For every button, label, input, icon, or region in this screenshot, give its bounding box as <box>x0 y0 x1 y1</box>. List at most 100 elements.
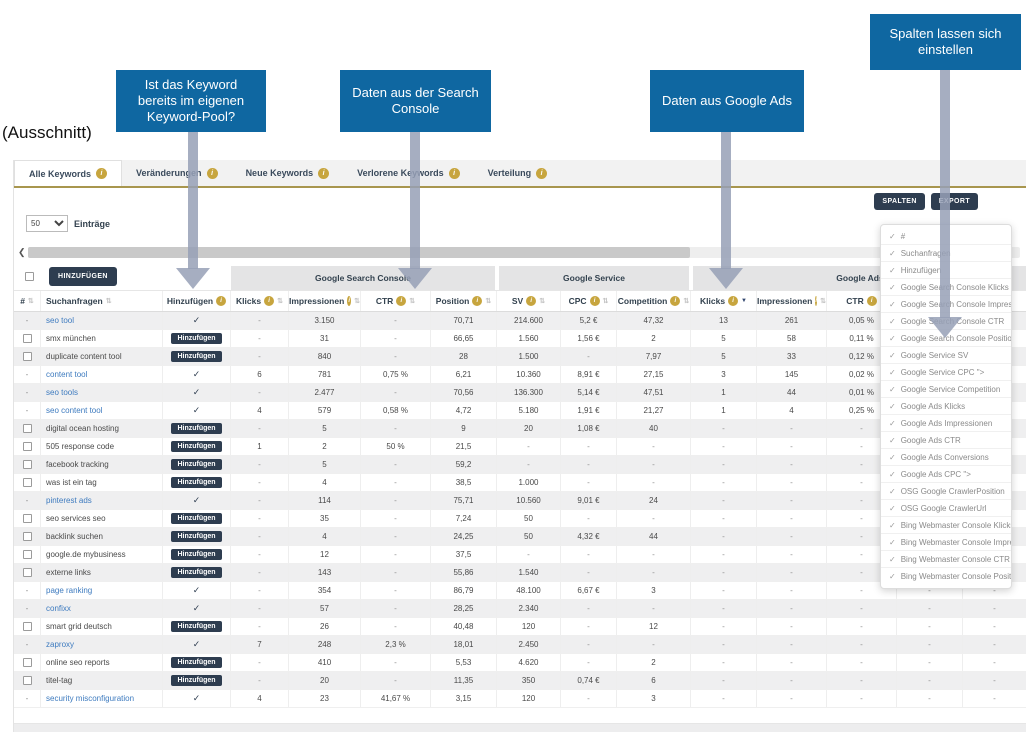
sort-icon[interactable]: ⇅ <box>354 298 360 305</box>
row-checkbox[interactable] <box>22 532 32 541</box>
dropdown-item-google-service-sv[interactable]: ✓ Google Service SV <box>881 347 1011 364</box>
sort-desc-icon[interactable]: ▼ <box>741 298 747 304</box>
row-checkbox[interactable] <box>22 622 32 631</box>
row-checkbox[interactable] <box>22 550 32 559</box>
row-checkbox[interactable] <box>22 334 32 343</box>
column-header-cpc[interactable]: CPC i ⇅ <box>561 291 617 311</box>
row-select-cell[interactable] <box>14 546 41 563</box>
row-checkbox[interactable] <box>22 658 32 667</box>
spalten-button[interactable]: SPALTEN <box>874 193 925 210</box>
column-header-impressionen[interactable]: Impressionen i ⇅ <box>757 291 827 311</box>
row-checkbox[interactable] <box>22 514 32 523</box>
row-select-cell[interactable] <box>14 672 41 689</box>
row-select-cell[interactable] <box>14 420 41 437</box>
dropdown-item-google-ads-cpc-[interactable]: ✓ Google Ads CPC "> <box>881 466 1011 483</box>
entries-per-page-select[interactable]: 50 <box>26 215 68 232</box>
column-header-suchanfragen[interactable]: Suchanfragen ⇅ <box>41 291 163 311</box>
sort-icon[interactable]: ⇅ <box>277 298 283 305</box>
tab-veränderungen[interactable]: Veränderungen i <box>122 160 232 186</box>
row-select-cell[interactable] <box>14 510 41 527</box>
select-all-checkbox[interactable] <box>25 272 34 281</box>
scrollbar-thumb[interactable] <box>28 247 690 258</box>
row-checkbox[interactable] <box>22 352 32 361</box>
hinzufuegen-row-button[interactable]: Hinzufügen <box>171 423 222 434</box>
sort-icon[interactable]: ⇅ <box>485 298 492 305</box>
tab-neue-keywords[interactable]: Neue Keywords i <box>232 160 344 186</box>
hinzufuegen-row-button[interactable]: Hinzufügen <box>171 513 222 524</box>
hinzufuegen-row-button[interactable]: Hinzufügen <box>171 477 222 488</box>
tab-verlorene-keywords[interactable]: Verlorene Keywords i <box>343 160 474 186</box>
hinzufuegen-row-button[interactable]: Hinzufügen <box>171 531 222 542</box>
row-checkbox[interactable] <box>22 568 32 577</box>
column-header-sv[interactable]: SV i ⇅ <box>497 291 561 311</box>
keyword-link[interactable]: seo content tool <box>46 406 103 415</box>
export-button[interactable]: EXPORT <box>930 193 978 210</box>
keyword-link[interactable]: pinterest ads <box>46 496 92 505</box>
dropdown-item-google-search-console-position[interactable]: ✓ Google Search Console Position <box>881 330 1011 347</box>
row-select-cell[interactable] <box>14 456 41 473</box>
keyword-link[interactable]: page ranking <box>46 586 93 595</box>
row-select-cell[interactable] <box>14 618 41 635</box>
cell-value: 5.180 <box>518 406 539 415</box>
dropdown-item-bing-webmaster-console-ctr[interactable]: ✓ Bing Webmaster Console CTR <box>881 551 1011 568</box>
hinzufuegen-bulk-button[interactable]: HINZUFÜGEN <box>49 267 117 286</box>
column-header-#[interactable]: # ⇅ <box>14 291 41 311</box>
row-select-cell[interactable] <box>14 528 41 545</box>
tab-alle-keywords[interactable]: Alle Keywords i <box>14 160 123 186</box>
sort-icon[interactable]: ⇅ <box>409 298 416 305</box>
hinzufuegen-row-button[interactable]: Hinzufügen <box>171 441 222 452</box>
hinzufuegen-row-button[interactable]: Hinzufügen <box>171 549 222 560</box>
tab-verteilung[interactable]: Verteilung i <box>474 160 562 186</box>
dropdown-item-bing-webmaster-console-klicks[interactable]: ✓ Bing Webmaster Console Klicks <box>881 517 1011 534</box>
column-header-position[interactable]: Position i ⇅ <box>431 291 497 311</box>
row-checkbox[interactable] <box>22 442 32 451</box>
column-header-klicks[interactable]: Klicks i ⇅ <box>231 291 289 311</box>
hinzufuegen-row-button[interactable]: Hinzufügen <box>171 333 222 344</box>
hinzufuegen-row-button[interactable]: Hinzufügen <box>171 675 222 686</box>
dropdown-item-bing-webmaster-console-impressionen[interactable]: ✓ Bing Webmaster Console Impressionen <box>881 534 1011 551</box>
row-checkbox[interactable] <box>22 460 32 469</box>
keyword-link[interactable]: zaproxy <box>46 640 75 649</box>
row-select-cell[interactable] <box>14 654 41 671</box>
column-header-ctr[interactable]: CTR i ⇅ <box>361 291 431 311</box>
horizontal-scrollbar[interactable]: ❮ <box>18 246 1020 259</box>
dropdown-item-google-ads-conversions[interactable]: ✓ Google Ads Conversions <box>881 449 1011 466</box>
dropdown-item-bing-webmaster-console-position[interactable]: ✓ Bing Webmaster Console Position <box>881 568 1011 585</box>
keyword-link[interactable]: content tool <box>46 370 88 379</box>
dropdown-item-google-ads-ctr[interactable]: ✓ Google Ads CTR <box>881 432 1011 449</box>
hinzufuegen-row-button[interactable]: Hinzufügen <box>171 351 222 362</box>
row-select-cell[interactable] <box>14 330 41 347</box>
row-select-cell[interactable] <box>14 438 41 455</box>
column-header-impressionen[interactable]: Impressionen i ⇅ <box>289 291 361 311</box>
sort-icon[interactable]: ⇅ <box>602 298 609 305</box>
sort-icon[interactable]: ⇅ <box>820 298 826 305</box>
column-header-competition[interactable]: Competition i ⇅ <box>617 291 691 311</box>
keyword-link[interactable]: seo tool <box>46 316 75 325</box>
dropdown-item-google-ads-klicks[interactable]: ✓ Google Ads Klicks <box>881 398 1011 415</box>
sort-icon[interactable]: ⇅ <box>27 298 34 305</box>
sort-icon[interactable]: ⇅ <box>539 298 546 305</box>
column-header-klicks[interactable]: Klicks i ▼ <box>691 291 757 311</box>
keyword-link[interactable]: confixx <box>46 604 71 613</box>
dropdown-item-osg-google-crawlerurl[interactable]: ✓ OSG Google CrawlerUrl <box>881 500 1011 517</box>
dropdown-item-google-ads-impressionen[interactable]: ✓ Google Ads Impressionen <box>881 415 1011 432</box>
hinzufuegen-row-button[interactable]: Hinzufügen <box>171 567 222 578</box>
row-checkbox[interactable] <box>22 478 32 487</box>
scroll-left-icon[interactable]: ❮ <box>18 247 26 257</box>
keyword-link[interactable]: security misconfiguration <box>46 694 135 703</box>
keyword-link[interactable]: seo tools <box>46 388 79 397</box>
row-select-cell[interactable] <box>14 564 41 581</box>
row-checkbox[interactable] <box>22 424 32 433</box>
row-select-cell[interactable] <box>14 348 41 365</box>
row-checkbox[interactable] <box>22 676 32 685</box>
dropdown-item-google-service-competition[interactable]: ✓ Google Service Competition <box>881 381 1011 398</box>
hinzufuegen-row-button[interactable]: Hinzufügen <box>171 459 222 470</box>
hinzufuegen-row-button[interactable]: Hinzufügen <box>171 657 222 668</box>
sort-icon[interactable]: ⇅ <box>683 298 690 305</box>
row-select-cell[interactable] <box>14 474 41 491</box>
sort-icon[interactable]: ⇅ <box>105 298 112 305</box>
hinzufuegen-row-button[interactable]: Hinzufügen <box>171 621 222 632</box>
scrollbar-track[interactable] <box>28 247 1020 258</box>
dropdown-item-google-service-cpc-[interactable]: ✓ Google Service CPC "> <box>881 364 1011 381</box>
dropdown-item-osg-google-crawlerposition[interactable]: ✓ OSG Google CrawlerPosition <box>881 483 1011 500</box>
